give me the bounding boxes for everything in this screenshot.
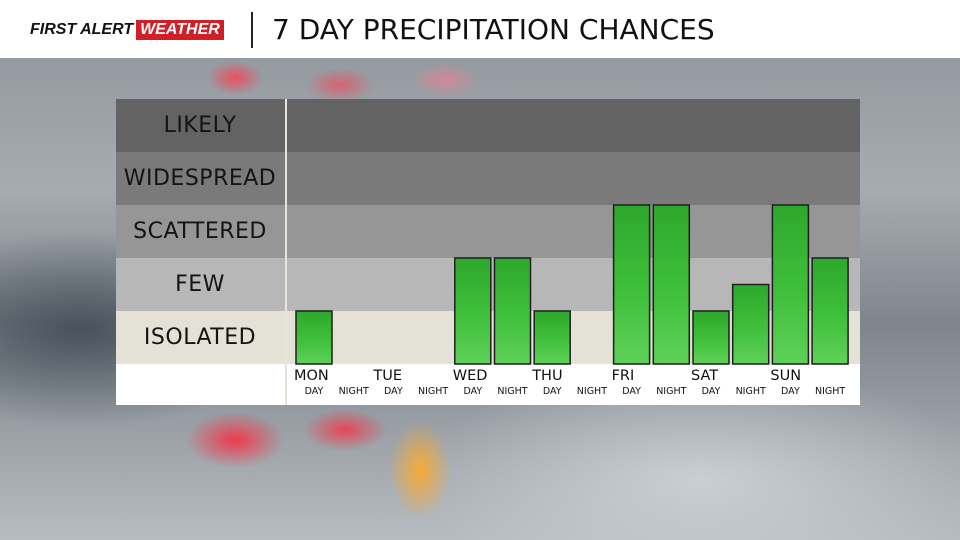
x-sublabel-fri-night: NIGHT [656,386,687,397]
y-label-isolated: ISOLATED [143,325,257,350]
y-label-widespread: WIDESPREAD [123,166,277,191]
x-label-mon: MON [294,368,329,384]
x-sublabel-thu-night: NIGHT [576,386,607,397]
bars-layer [295,204,849,365]
bar-fri-day [612,204,651,365]
x-sublabel-thu-day: DAY [542,386,562,397]
x-axis-row [116,364,860,405]
bar-wed-day [454,257,492,365]
bar-mon-day [295,310,333,365]
x-sublabel-sat-night: NIGHT [735,386,766,397]
x-sublabel-sun-night: NIGHT [814,386,846,397]
x-sublabel-tue-day: DAY [384,386,403,397]
x-sublabel-mon-day: DAY [304,386,324,397]
band-scattered [116,205,860,258]
x-sublabel-wed-day: DAY [463,386,483,397]
page-title: 7 DAY PRECIPITATION CHANCES [272,13,715,46]
y-label-likely: LIKELY [163,113,237,138]
first-alert-weather-logo: FIRST ALERT WEATHER [30,19,224,41]
bar-fri-night [652,204,691,365]
bar-sat-day [692,310,730,365]
bar-sun-day [771,204,810,365]
x-label-wed: WED [452,368,488,384]
bar-sat-night [731,283,770,365]
bar-thu-day [533,310,571,365]
y-axis-line [285,99,287,405]
precipitation-chart: LIKELY WIDESPREAD SCATTERED FEW ISOLATED… [116,99,860,405]
x-sublabel-mon-night: NIGHT [338,386,369,397]
header-bar: FIRST ALERT WEATHER 7 DAY PRECIPITATION … [0,0,960,58]
x-sublabel-sun-day: DAY [781,386,800,397]
x-sublabel-tue-night: NIGHT [417,386,449,397]
header-divider [251,12,253,48]
logo-weather: WEATHER [136,20,224,40]
x-sublabel-fri-day: DAY [622,386,641,397]
y-label-scattered: SCATTERED [133,219,267,244]
x-label-sat: SAT [691,368,719,384]
y-axis-labels: LIKELY WIDESPREAD SCATTERED FEW ISOLATED [116,99,285,364]
x-sublabel-sat-day: DAY [701,386,721,397]
x-label-tue: TUE [373,368,403,384]
x-label-fri: FRI [611,368,635,384]
bar-wed-night [493,257,532,365]
x-label-sun: SUN [770,368,802,384]
y-label-few: FEW [175,272,225,297]
band-widespread [116,152,860,205]
x-sublabel-wed-night: NIGHT [497,386,528,397]
band-likely [116,99,860,152]
logo-first-alert: FIRST ALERT [30,21,134,38]
x-label-thu: THU [532,368,563,384]
bar-sun-night [811,257,849,365]
